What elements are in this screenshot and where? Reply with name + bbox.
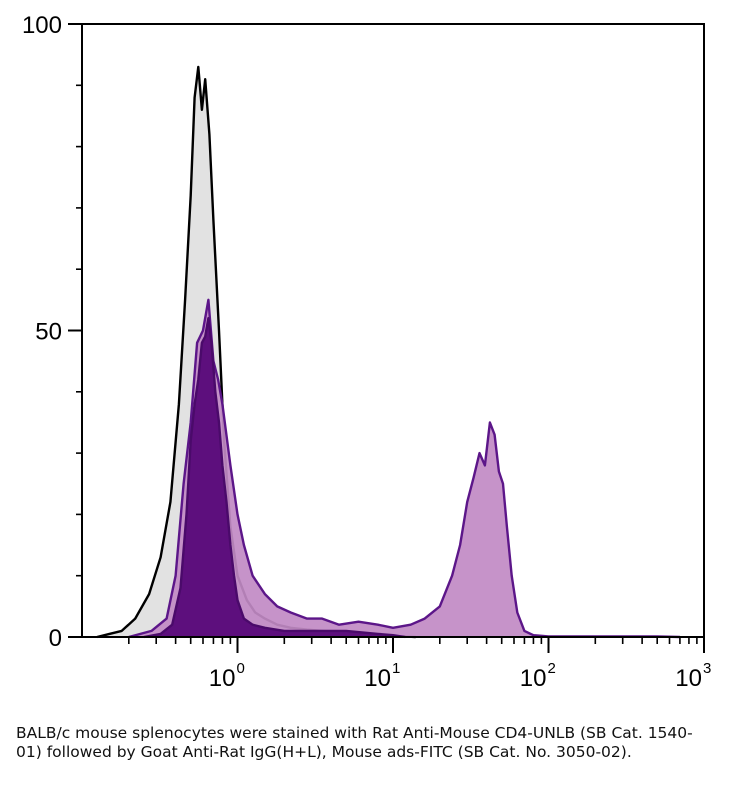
x-tick-label-exponent: 0 <box>237 660 245 677</box>
y-tick-label: 100 <box>22 12 62 39</box>
y-tick-label: 50 <box>35 319 62 346</box>
x-tick-label-exponent: 3 <box>703 660 711 677</box>
x-tick-label: 10 1 <box>364 660 400 692</box>
y-tick-label: 0 <box>49 625 62 652</box>
x-tick-label-exponent: 2 <box>548 660 556 677</box>
x-tick-label-base: 10 <box>364 665 391 692</box>
histogram-series-3-area <box>143 318 406 637</box>
x-tick-label: 10 0 <box>209 660 245 692</box>
figure-caption: BALB/c mouse splenocytes were stained wi… <box>16 724 693 761</box>
x-tick-label-base: 10 <box>520 665 547 692</box>
x-tick-label: 10 3 <box>675 660 711 692</box>
series-layer <box>96 65 680 639</box>
histogram-series-1-outline <box>96 65 416 639</box>
x-tick-label-base: 10 <box>675 665 702 692</box>
x-tick-label: 10 2 <box>520 660 556 692</box>
histogram-series-3-outline <box>143 317 406 639</box>
histogram-series-2-outline <box>128 298 680 639</box>
x-tick-label-base: 10 <box>209 665 236 692</box>
x-tick-label-exponent: 1 <box>392 660 400 677</box>
histogram-series-1-area <box>97 66 416 637</box>
